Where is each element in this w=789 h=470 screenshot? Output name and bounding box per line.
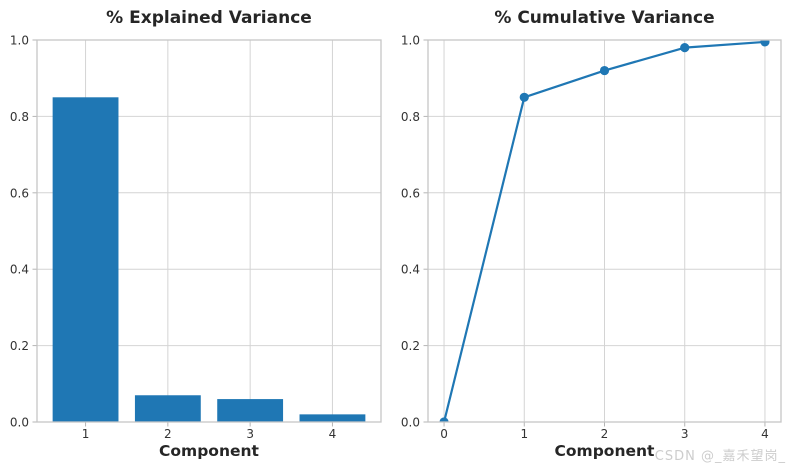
x-tick-label: 1 (82, 427, 90, 441)
explained-variance-series (52, 97, 366, 422)
y-tick-label: 0.6 (10, 186, 29, 200)
data-point-marker (680, 43, 690, 53)
x-tick-label: 2 (164, 427, 172, 441)
y-tick-label: 0.2 (10, 339, 29, 353)
chart-title: % Explained Variance (106, 8, 312, 28)
x-axis-label: Component (555, 442, 656, 460)
axis-ticks (423, 39, 766, 427)
bar (217, 399, 284, 422)
explained-variance-chart: 0.0 0.2 0.4 0.6 0.8 1.0 1 2 3 4 % Explained Varian… (0, 0, 394, 470)
data-point-marker (519, 92, 529, 102)
y-tick-label: 0.8 (401, 110, 420, 124)
x-tick-label: 3 (246, 427, 254, 441)
data-point-marker (760, 40, 770, 47)
x-tick-label: 4 (761, 427, 769, 441)
y-tick-label: 1.0 (401, 34, 420, 48)
bar (299, 414, 366, 422)
bar (52, 97, 119, 422)
x-tick-label: 3 (681, 427, 689, 441)
y-tick-label: 0.8 (10, 110, 29, 124)
bar (134, 395, 201, 422)
watermark: CSDN @_嘉禾望岗_ (654, 449, 786, 464)
y-tick-label: 0.6 (401, 186, 420, 200)
explained-variance-plot: 0.0 0.2 0.4 0.6 0.8 1.0 1 2 3 4 % Explained Varian… (10, 8, 382, 460)
cumulative-variance-chart: 0.0 0.2 0.4 0.6 0.8 1.0 0 1 2 3 4 % Cumulative Vari… (394, 0, 789, 470)
x-tick-label: 4 (329, 427, 337, 441)
x-tick-label: 2 (601, 427, 609, 441)
data-point-marker (439, 417, 449, 422)
x-tick-label: 0 (440, 427, 448, 441)
cumulative-variance-series (439, 40, 770, 422)
y-tick-label: 0.4 (401, 263, 420, 277)
cumulative-variance-plot: 0.0 0.2 0.4 0.6 0.8 1.0 0 1 2 3 4 % Cumulative Vari… (401, 8, 782, 460)
y-tick-label: 1.0 (10, 34, 29, 48)
gridlines (428, 39, 781, 423)
chart-title: % Cumulative Variance (494, 8, 714, 28)
y-tick-label: 0.4 (10, 263, 29, 277)
y-tick-label: 0.2 (401, 339, 420, 353)
x-tick-label: 1 (520, 427, 528, 441)
y-tick-label: 0.0 (10, 416, 29, 430)
plot-frame (427, 39, 782, 423)
x-axis-label: Component (159, 442, 260, 460)
y-tick-label: 0.0 (401, 416, 420, 430)
axis-ticks (32, 39, 333, 427)
data-point-marker (599, 65, 610, 76)
plot-frame (36, 39, 382, 423)
